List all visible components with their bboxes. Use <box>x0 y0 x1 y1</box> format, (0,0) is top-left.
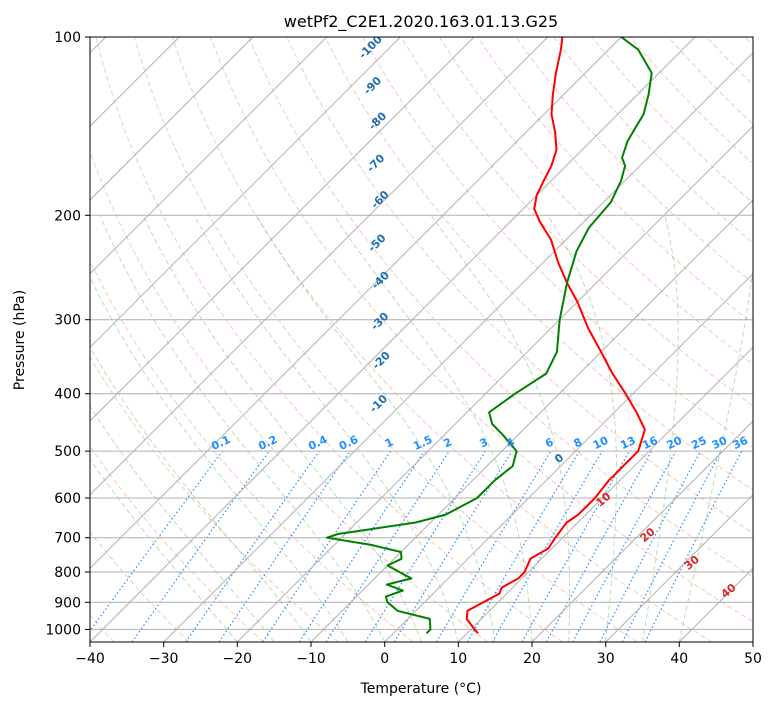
mixing-ratio-line <box>131 450 270 642</box>
x-tick-label: 10 <box>449 651 467 667</box>
dry-adiabat-line <box>90 531 190 642</box>
mixing-ratio-label: 16 <box>640 434 660 452</box>
isotherm-line <box>163 51 753 642</box>
y-tick-label: 1000 <box>45 622 81 638</box>
mixing-ratio-line <box>572 450 677 642</box>
plot-background <box>90 37 753 642</box>
isotherm-line <box>457 346 753 642</box>
dry-adiabat-line <box>90 356 339 642</box>
moist-adiabat-line <box>430 215 571 642</box>
moist-adiabat-line <box>90 345 312 642</box>
mixing-ratio-line <box>644 450 743 642</box>
mixing-ratio-label: 30 <box>710 434 730 452</box>
temperature-profile-line <box>465 37 646 634</box>
plot-frame <box>89 36 754 643</box>
mixing-ratio-label: 10 <box>591 434 611 452</box>
isotherm-line <box>384 272 753 642</box>
isotherm-line <box>90 37 401 349</box>
dry-adiabat-line <box>438 37 753 366</box>
x-tick-label: 20 <box>523 651 541 667</box>
moist-adiabat-line <box>547 215 617 642</box>
isotherm-line <box>90 37 254 201</box>
moist-adiabat-line <box>678 265 753 642</box>
x-tick-label: 50 <box>744 651 762 667</box>
moist-adiabat-line <box>642 215 679 642</box>
y-axis-label: Pressure (hPa) <box>12 290 28 390</box>
isotherm-line <box>236 125 753 642</box>
x-tick-label: −30 <box>149 651 179 667</box>
mixing-ratio-line <box>90 450 223 632</box>
dry-adiabat-line <box>95 37 563 642</box>
dry-adiabat-line <box>133 37 638 642</box>
dry-adiabat-line <box>90 150 488 642</box>
mixing-ratio-line <box>325 450 450 642</box>
y-tick-label: 900 <box>54 595 81 611</box>
x-tick-label: −10 <box>296 651 326 667</box>
isotherm-line <box>90 37 622 570</box>
x-tick-label: −40 <box>75 651 105 667</box>
x-tick-label: −20 <box>223 651 253 667</box>
isotherm-line <box>90 37 475 422</box>
mixing-ratio-line <box>262 450 392 642</box>
mixing-ratio-label: 25 <box>689 434 708 452</box>
moist-adiabat-line <box>90 458 238 642</box>
dry-adiabat-line <box>515 37 753 284</box>
dry-adiabat-line <box>248 37 753 578</box>
x-axis-label: Temperature (°C) <box>360 681 482 697</box>
y-tick-label: 800 <box>54 565 81 581</box>
y-tick-label: 100 <box>54 30 81 46</box>
moist-adiabat-line <box>193 215 459 642</box>
y-tick-label: 200 <box>54 208 81 224</box>
y-tick-label: 600 <box>54 491 81 507</box>
mixing-ratio-line <box>393 450 513 642</box>
mixing-ratio-line <box>521 450 631 642</box>
moist-adiabat-line <box>142 215 422 642</box>
isotherm-line <box>605 493 753 642</box>
x-tick-label: 40 <box>670 651 688 667</box>
axis-layer: −40 −30 −20 −10 0 10 20 30 40 50 100 200 300 400 500 60… <box>45 30 762 667</box>
dewpoint-profile-line <box>325 37 653 635</box>
series-layer <box>325 37 653 635</box>
x-tick-label: 30 <box>597 651 615 667</box>
mixing-ratio-line <box>298 450 425 642</box>
x-tick-label: 0 <box>380 651 389 667</box>
dry-adiabat-line <box>324 37 753 491</box>
mixing-ratio-line <box>545 450 653 642</box>
mixing-ratio-label: 13 <box>618 434 637 452</box>
isotherm-line <box>90 37 696 642</box>
dry-adiabat-line <box>210 37 753 623</box>
y-tick-label: 700 <box>54 531 81 547</box>
isotherm-line <box>752 641 753 642</box>
y-tick-label: 500 <box>54 444 81 460</box>
dry-adiabat-line <box>400 37 753 407</box>
moist-adiabat-line <box>99 215 386 642</box>
mixing-ratio-line <box>218 450 351 642</box>
dry-adiabat-line <box>90 445 264 642</box>
dry-adiabat-line <box>171 37 712 642</box>
mixing-ratio-label: 36 <box>731 434 751 452</box>
isotherm-line <box>90 37 549 496</box>
isotherm-line <box>531 420 753 642</box>
mixing-ratio-line <box>185 450 320 642</box>
y-tick-label: 400 <box>54 387 81 403</box>
grid-layer <box>90 37 753 642</box>
isotherm-line <box>90 37 328 275</box>
mixing-ratio-label: 20 <box>665 434 685 452</box>
chart-title: wetPf2_C2E1.2020.163.01.13.G25 <box>284 12 558 32</box>
y-tick-label: 300 <box>54 313 81 329</box>
isotherm-line <box>310 199 753 642</box>
